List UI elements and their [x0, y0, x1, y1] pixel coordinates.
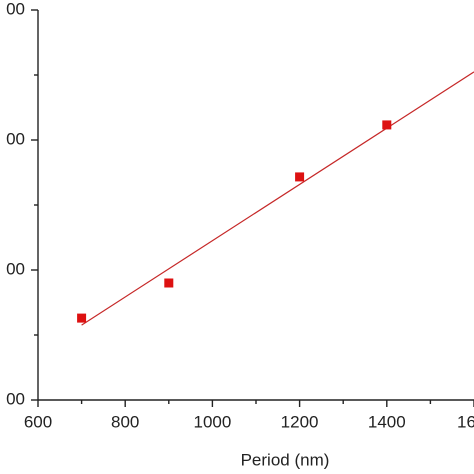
point: [295, 172, 305, 182]
point: [164, 278, 174, 288]
y-tick-label: 00: [6, 259, 25, 278]
x-tick-label: 800: [111, 412, 139, 431]
x-tick-label: 1000: [193, 412, 231, 431]
y-tick-label: 00: [6, 129, 25, 148]
y-tick-label: 00: [6, 389, 25, 408]
fit-line: [81, 71, 474, 326]
point: [77, 313, 87, 323]
y-tick-label: 00: [6, 0, 25, 18]
x-axis-label: Period (nm): [241, 450, 330, 469]
x-tick-label: 16: [457, 412, 474, 431]
x-tick-label: 1200: [281, 412, 319, 431]
x-tick-label: 1400: [368, 412, 406, 431]
point: [382, 120, 392, 130]
x-tick-label: 600: [24, 412, 52, 431]
